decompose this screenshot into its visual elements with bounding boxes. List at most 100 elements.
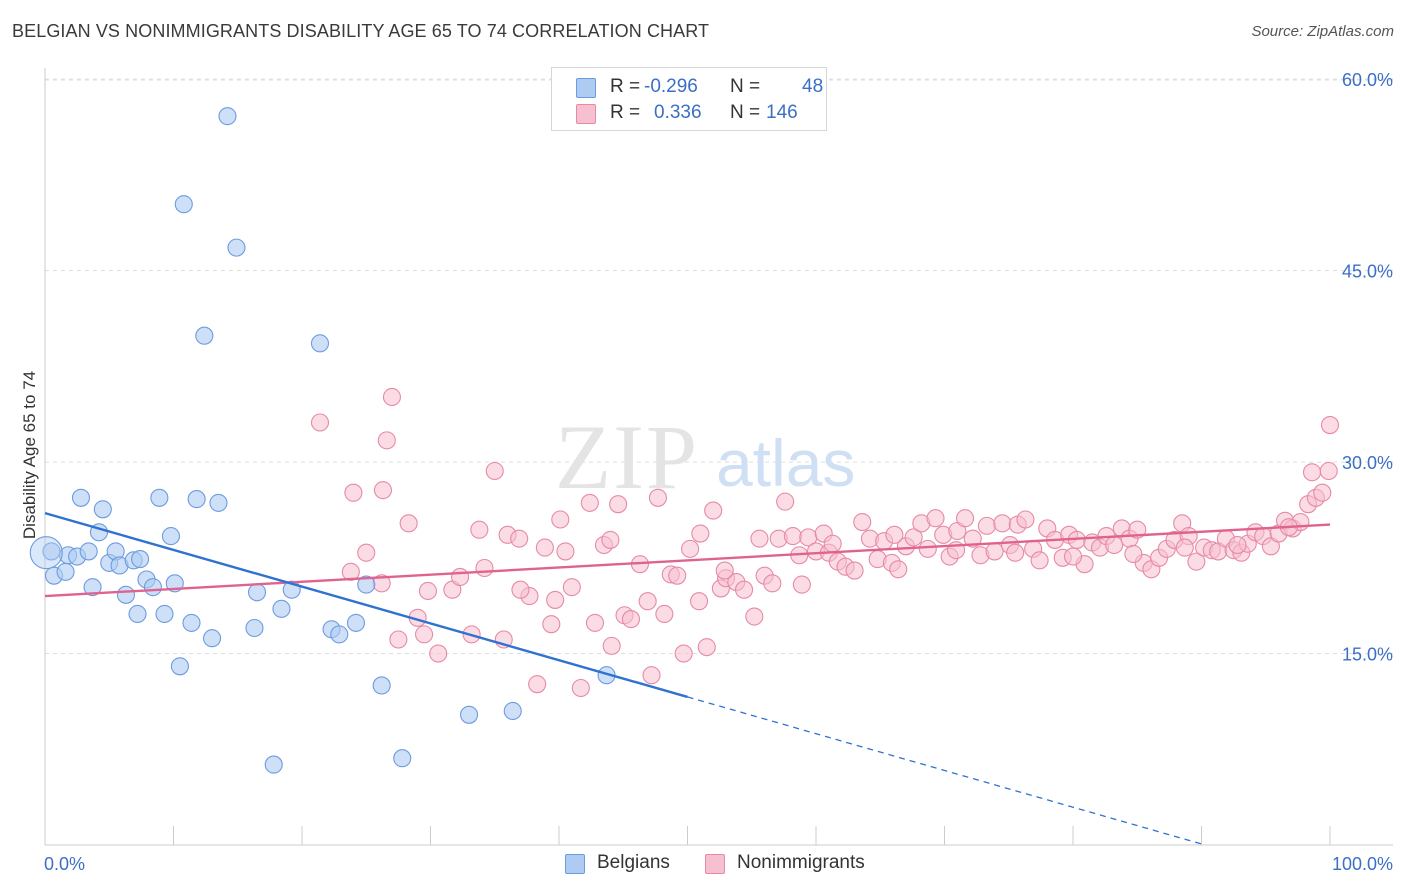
belgian-point — [150, 488, 169, 507]
belgian-point — [131, 550, 150, 569]
nonimmigrant-point — [429, 644, 448, 663]
belgian-point — [155, 604, 174, 624]
nonimmigrant-point — [1105, 535, 1124, 555]
belgian-point — [503, 701, 522, 721]
nonimmigrant-point — [734, 580, 754, 599]
belgian-point — [42, 542, 61, 561]
belgian-point — [195, 326, 214, 345]
source-label: Source: ZipAtlas.com — [1251, 23, 1394, 40]
x-tick-label: 100.0% — [1332, 854, 1393, 874]
legend-n-label: N = — [730, 102, 761, 123]
nonimmigrant-point — [655, 604, 674, 624]
nonimmigrant-point — [1175, 538, 1194, 557]
legend-r-label: R = — [610, 76, 641, 97]
belgian-point — [330, 625, 349, 644]
nonimmigrant-point — [1319, 461, 1338, 481]
nonimmigrant-point — [546, 590, 565, 609]
nonimmigrant-point — [690, 592, 709, 611]
nonimmigrant-point — [382, 387, 402, 407]
trend-lines — [44, 511, 1331, 846]
belgian-point — [128, 604, 147, 624]
nonimmigrant-point — [562, 578, 581, 597]
nonimmigrant-point — [485, 461, 504, 481]
nonimmigrant-point — [1016, 510, 1035, 529]
watermark: ZIP atlas — [555, 406, 855, 508]
nonimmigrant-point — [399, 514, 418, 533]
nonimmigrant-point — [715, 561, 734, 580]
nonimmigrant-point — [963, 529, 982, 548]
belgian-point — [227, 238, 246, 257]
nonimmigrant-point — [918, 539, 937, 558]
nonimmigrant-point — [776, 492, 795, 511]
nonimmigrant-point — [1302, 463, 1322, 482]
belgian-point — [393, 749, 412, 768]
belgian-point — [161, 527, 180, 546]
y-tick-label: 15.0% — [1342, 645, 1393, 665]
belgian-point — [264, 755, 283, 774]
nonimmigrant-point — [885, 525, 904, 544]
legend-n-value: 48 — [802, 76, 824, 97]
nonimmigrant-point — [704, 501, 723, 520]
nonimmigrant-point — [1228, 535, 1247, 555]
belgian-point — [218, 107, 237, 126]
nonimmigrant-point — [697, 638, 716, 657]
nonimmigrant-point — [580, 493, 599, 512]
belgian-point — [93, 500, 112, 519]
nonimmigrant-point — [638, 592, 657, 611]
nonimmigrant-point — [926, 509, 945, 528]
nonimmigrant-point — [389, 630, 408, 649]
nonimmigrant-point — [528, 675, 547, 694]
belgians-trend-extension — [687, 696, 1206, 846]
tick-labels: 15.0% 30.0% 45.0% 60.0% 0.0% 100.0% — [44, 70, 1393, 874]
nonimmigrant-point — [853, 513, 872, 532]
legend-r-value: -0.296 — [644, 76, 698, 97]
nonimmigrant-point — [750, 529, 769, 548]
nonimmigrant-point — [510, 529, 529, 548]
belgian-point — [247, 583, 267, 602]
nonimmigrant-point — [585, 613, 605, 632]
nonimmigrant-point — [783, 527, 802, 546]
belgian-point — [143, 578, 162, 597]
watermark-atlas: atlas — [716, 426, 855, 500]
chart-title: BELGIAN VS NONIMMIGRANTS DISABILITY AGE … — [12, 21, 710, 41]
nonimmigrant-point — [763, 574, 782, 593]
nonimmigrant-point — [470, 520, 489, 539]
belgian-point — [174, 195, 193, 214]
nonimmigrant-point — [344, 483, 363, 502]
nonimmigrant-point — [535, 538, 554, 557]
nonimmigrant-point — [889, 560, 908, 579]
belgian-point — [310, 334, 330, 353]
legend-n-label: N = — [730, 76, 761, 97]
nonimmigrant-point — [357, 543, 376, 562]
legend-r-label: R = — [610, 102, 641, 123]
bottom-legend-swatch-nonimmigrants — [705, 854, 725, 874]
nonimmigrant-point — [1124, 544, 1143, 564]
belgian-point — [170, 657, 189, 676]
nonimmigrant-point — [956, 509, 975, 528]
legend-n-value: 146 — [766, 102, 798, 123]
belgian-point — [459, 705, 479, 724]
nonimmigrant-point — [373, 481, 393, 500]
nonimmigrant-point — [451, 567, 470, 586]
belgian-point — [372, 676, 391, 695]
nonimmigrants-points — [310, 387, 1340, 698]
nonimmigrant-point — [977, 516, 996, 535]
nonimmigrant-point — [642, 666, 661, 685]
nonimmigrant-point — [418, 581, 437, 601]
watermark-zip: ZIP — [555, 406, 699, 508]
nonimmigrant-point — [674, 644, 693, 663]
belgians-trend-line — [44, 511, 688, 699]
nonimmigrant-point — [415, 625, 434, 644]
belgians-points — [29, 107, 616, 774]
nonimmigrant-point — [845, 561, 864, 580]
y-axis-label: Disability Age 65 to 74 — [20, 370, 39, 540]
nonimmigrant-point — [1313, 483, 1332, 502]
nonimmigrant-point — [475, 558, 494, 578]
legend-r-value: 0.336 — [654, 102, 702, 123]
bottom-legend-label-belgians: Belgians — [597, 852, 670, 873]
nonimmigrant-point — [823, 534, 842, 553]
legend-swatch-nonimmigrants — [576, 104, 596, 124]
nonimmigrant-point — [691, 524, 710, 543]
belgian-point — [29, 536, 63, 570]
correlation-legend: R = -0.296 N = 48 R = 0.336 N = 146 — [551, 67, 827, 131]
